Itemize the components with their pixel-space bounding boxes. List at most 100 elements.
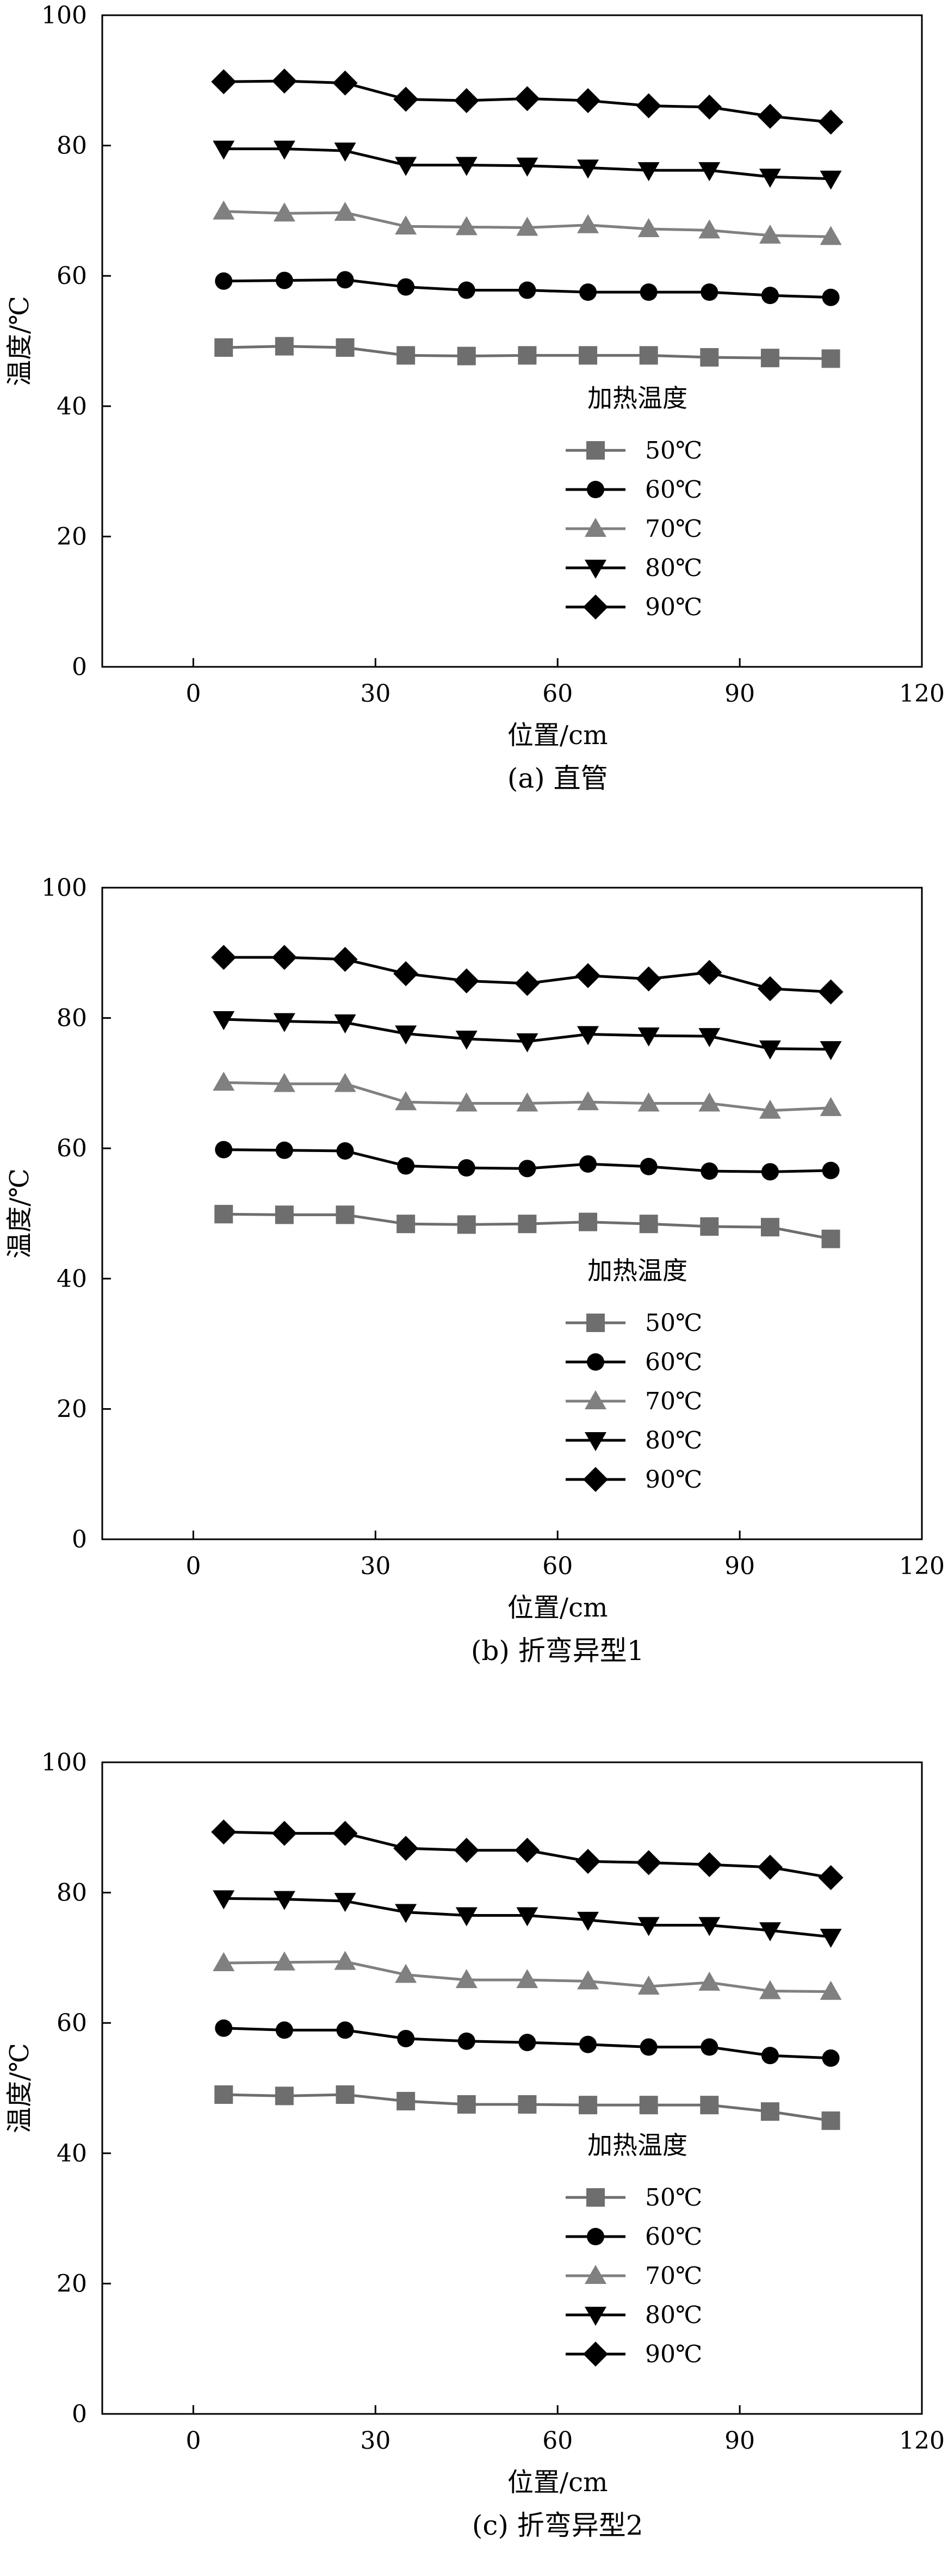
legend-marker [587, 2228, 604, 2245]
legend-label: 60℃ [645, 2223, 702, 2251]
data-point [818, 1865, 844, 1891]
y-tick-label: 40 [57, 2140, 87, 2168]
legend-item: 50℃ [566, 2184, 702, 2212]
data-point [697, 959, 722, 985]
legend-marker [583, 1467, 608, 1492]
x-tick-label: 120 [899, 1552, 945, 1580]
legend-label: 70℃ [645, 2262, 702, 2290]
data-point [701, 283, 718, 301]
data-point [213, 1952, 235, 1971]
legend-item: 70℃ [566, 515, 702, 543]
data-point [820, 1097, 842, 1116]
data-point [457, 346, 476, 366]
data-point [336, 338, 355, 357]
data-point [640, 1157, 658, 1175]
series-50℃ [214, 2085, 840, 2130]
data-point [818, 109, 844, 135]
legend-title: 加热温度 [587, 1256, 687, 1285]
legend-marker [585, 518, 606, 537]
legend-item: 80℃ [566, 554, 702, 582]
legend-title: 加热温度 [587, 2131, 687, 2160]
data-point [336, 2085, 355, 2104]
data-point [211, 69, 237, 95]
data-point [698, 219, 721, 239]
legend-label: 90℃ [645, 2340, 702, 2368]
legend-label: 50℃ [645, 2184, 702, 2212]
data-point [820, 226, 842, 245]
data-point [757, 1854, 783, 1880]
data-point [397, 2029, 415, 2047]
data-point [516, 216, 538, 236]
data-point [698, 1028, 721, 1048]
data-point [518, 2034, 536, 2052]
legend-marker [583, 2342, 608, 2367]
data-point [215, 1141, 233, 1159]
data-point [334, 143, 356, 162]
series-80℃ [213, 1890, 842, 1948]
plot-frame [101, 887, 923, 1540]
data-point [395, 1964, 417, 1983]
data-point [821, 2111, 840, 2130]
legend-item: 50℃ [566, 1309, 702, 1337]
data-point [759, 1980, 781, 1999]
data-point [518, 281, 536, 299]
data-point [698, 1092, 721, 1112]
data-point [393, 961, 419, 987]
data-point [336, 1205, 355, 1224]
chart-panel-b: 0 20 40 60 80 100 0 30 60 90 120 位置/cm 温度/℃ (b) 折弯异型1… [4, 874, 945, 1667]
data-point [275, 2086, 294, 2106]
data-point [759, 224, 781, 244]
series-70℃ [213, 1072, 842, 1119]
data-point [395, 1091, 417, 1111]
data-point [455, 1030, 478, 1050]
legend-marker [587, 481, 604, 498]
series-60℃ [215, 1141, 840, 1181]
data-point [579, 346, 598, 365]
data-point [700, 1217, 719, 1236]
legend-marker [585, 2307, 606, 2326]
data-point [273, 140, 295, 160]
data-point [637, 1976, 660, 1995]
data-point [395, 157, 417, 176]
x-tick-label: 60 [542, 1552, 573, 1580]
data-point [761, 287, 779, 305]
y-tick-label: 100 [41, 2, 87, 29]
legend-marker [585, 560, 606, 579]
data-point [396, 2091, 416, 2110]
legend-item: 80℃ [566, 1427, 702, 1454]
data-point [273, 202, 295, 222]
data-point [579, 2096, 598, 2115]
data-point [516, 1969, 538, 1989]
data-point [516, 1907, 538, 1927]
legend-item: 60℃ [566, 2223, 702, 2251]
data-point [761, 2047, 779, 2065]
data-point [395, 215, 417, 235]
data-point [271, 68, 297, 94]
legend-label: 50℃ [645, 1309, 702, 1337]
y-tick-label: 0 [72, 2400, 87, 2428]
data-point [397, 278, 415, 296]
data-point [757, 103, 783, 129]
legend-marker [586, 2188, 605, 2207]
data-point [273, 1013, 295, 1032]
data-point [760, 1218, 779, 1237]
data-point [273, 1951, 295, 1971]
data-point [395, 1025, 417, 1045]
legend: 加热温度 50℃ 60℃ 70℃ 80℃ 90℃ [566, 1256, 702, 1494]
data-point [759, 1040, 781, 1060]
series-90℃ [211, 945, 844, 1005]
data-point [820, 1929, 842, 1948]
data-point [818, 979, 844, 1005]
data-point [822, 1161, 840, 1179]
legend-label: 70℃ [645, 1388, 702, 1415]
data-point [457, 1159, 475, 1177]
data-point [760, 2102, 779, 2121]
y-tick-label: 60 [57, 2009, 87, 2037]
data-point [636, 93, 661, 119]
data-point [275, 337, 294, 356]
legend-label: 90℃ [645, 593, 702, 621]
series-60℃ [215, 2019, 840, 2067]
x-axis-title: 位置/cm [507, 720, 608, 751]
y-tick-label: 40 [57, 1265, 87, 1293]
